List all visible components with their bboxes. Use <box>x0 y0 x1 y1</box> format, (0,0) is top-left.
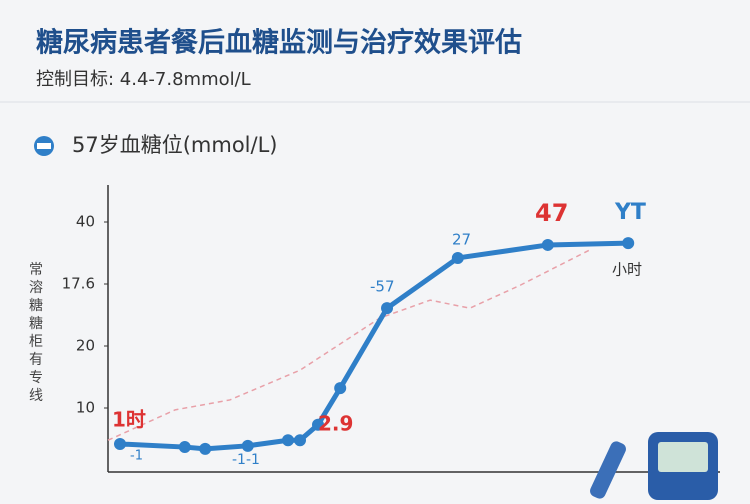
annotation: 小时 <box>612 261 642 279</box>
data-point <box>178 441 191 454</box>
annotation: 27 <box>452 231 471 249</box>
data-point <box>451 251 464 264</box>
data-point <box>199 442 212 455</box>
annotation: YT <box>614 200 646 225</box>
data-point <box>282 434 294 447</box>
data-point <box>541 238 554 251</box>
annotation: -1-1 <box>232 452 260 468</box>
data-point <box>114 437 126 450</box>
y-axis-label: 常溶糖糖柜有专线 <box>29 262 43 404</box>
legend-icon <box>34 136 54 156</box>
annotation: 47 <box>535 199 568 227</box>
data-point <box>241 439 254 452</box>
meter <box>590 432 718 500</box>
legend-label: 57岁血糖位(mmol/L) <box>72 133 277 157</box>
y-tick-label: 17.6 <box>62 275 95 293</box>
y-tick-label: 20 <box>76 337 95 355</box>
annotation: -57 <box>370 278 395 296</box>
annotation: -1 <box>130 449 143 464</box>
data-point <box>294 434 306 447</box>
annotation: 1时 <box>112 408 146 432</box>
y-tick-label: 10 <box>76 399 95 417</box>
data-point <box>312 418 324 431</box>
y-tick-label: 40 <box>76 213 95 231</box>
annotation: 2.9 <box>318 412 353 436</box>
data-point <box>334 382 347 395</box>
data-point <box>622 237 635 250</box>
data-point <box>381 302 393 315</box>
chart-subtitle: 控制目标: 4.4-7.8mmol/L <box>36 69 251 90</box>
chart-title: 糖尿病患者餐后血糖监测与治疗效果评估 <box>36 27 522 59</box>
